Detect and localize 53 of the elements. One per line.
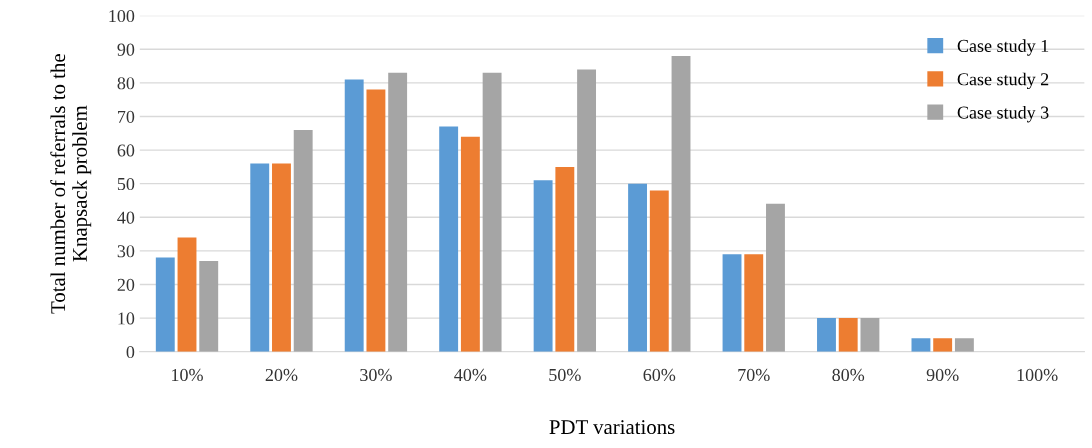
bar — [155, 257, 175, 352]
bar — [199, 260, 219, 352]
bar — [744, 254, 764, 352]
bar — [649, 190, 669, 352]
x-axis-title: PDT variations — [549, 420, 675, 435]
bar — [482, 72, 502, 352]
bar — [177, 237, 197, 352]
y-tick-label: 80 — [117, 77, 135, 90]
y-tick-label: 10 — [118, 312, 135, 325]
bar — [366, 89, 386, 352]
y-tick-label: 20 — [117, 278, 135, 291]
x-tick-label: 80% — [832, 368, 865, 382]
bar — [293, 129, 313, 352]
x-tick-label: 40% — [454, 368, 487, 382]
x-tick-label: 60% — [643, 368, 676, 382]
y-tick-label: 70 — [118, 110, 135, 123]
bar — [838, 318, 858, 352]
y-tick-label: 40 — [117, 211, 135, 224]
legend-label: Case study 3 — [957, 105, 1049, 123]
bar — [577, 69, 597, 352]
y-tick-label: 100 — [109, 9, 135, 23]
y-tick-label: 50 — [117, 177, 135, 191]
y-axis-title: Total number of referrals to the Knapsack problem — [50, 54, 92, 314]
bar — [460, 136, 480, 352]
x-tick-label: 50% — [549, 368, 581, 382]
bar — [388, 72, 408, 352]
y-tick-label: 0 — [126, 345, 135, 359]
bar — [671, 56, 691, 352]
bar — [817, 318, 836, 352]
y-tick-label: 60 — [117, 144, 135, 157]
bar — [250, 163, 270, 352]
x-tick-label: 90% — [926, 368, 959, 382]
bar — [860, 318, 880, 352]
bar — [911, 338, 931, 352]
bar — [954, 338, 974, 352]
y-tick-label: 30 — [117, 245, 135, 258]
bar — [628, 183, 648, 352]
bar — [439, 126, 459, 352]
bar — [722, 254, 742, 352]
x-tick-label: 100% — [1017, 368, 1058, 382]
legend-label: Case study 1 — [957, 39, 1049, 56]
x-tick-label: 70% — [738, 368, 770, 382]
bar — [344, 79, 364, 352]
legend-label: Case study 2 — [957, 72, 1049, 90]
y-tick-label: 90 — [117, 43, 135, 56]
x-tick-label: 10% — [172, 368, 203, 382]
bar — [555, 166, 575, 352]
x-tick-label: 20% — [265, 368, 298, 382]
bar — [933, 338, 953, 352]
bar — [272, 163, 291, 352]
bar — [533, 180, 553, 352]
bar — [766, 203, 785, 352]
x-tick-label: 30% — [360, 368, 392, 382]
